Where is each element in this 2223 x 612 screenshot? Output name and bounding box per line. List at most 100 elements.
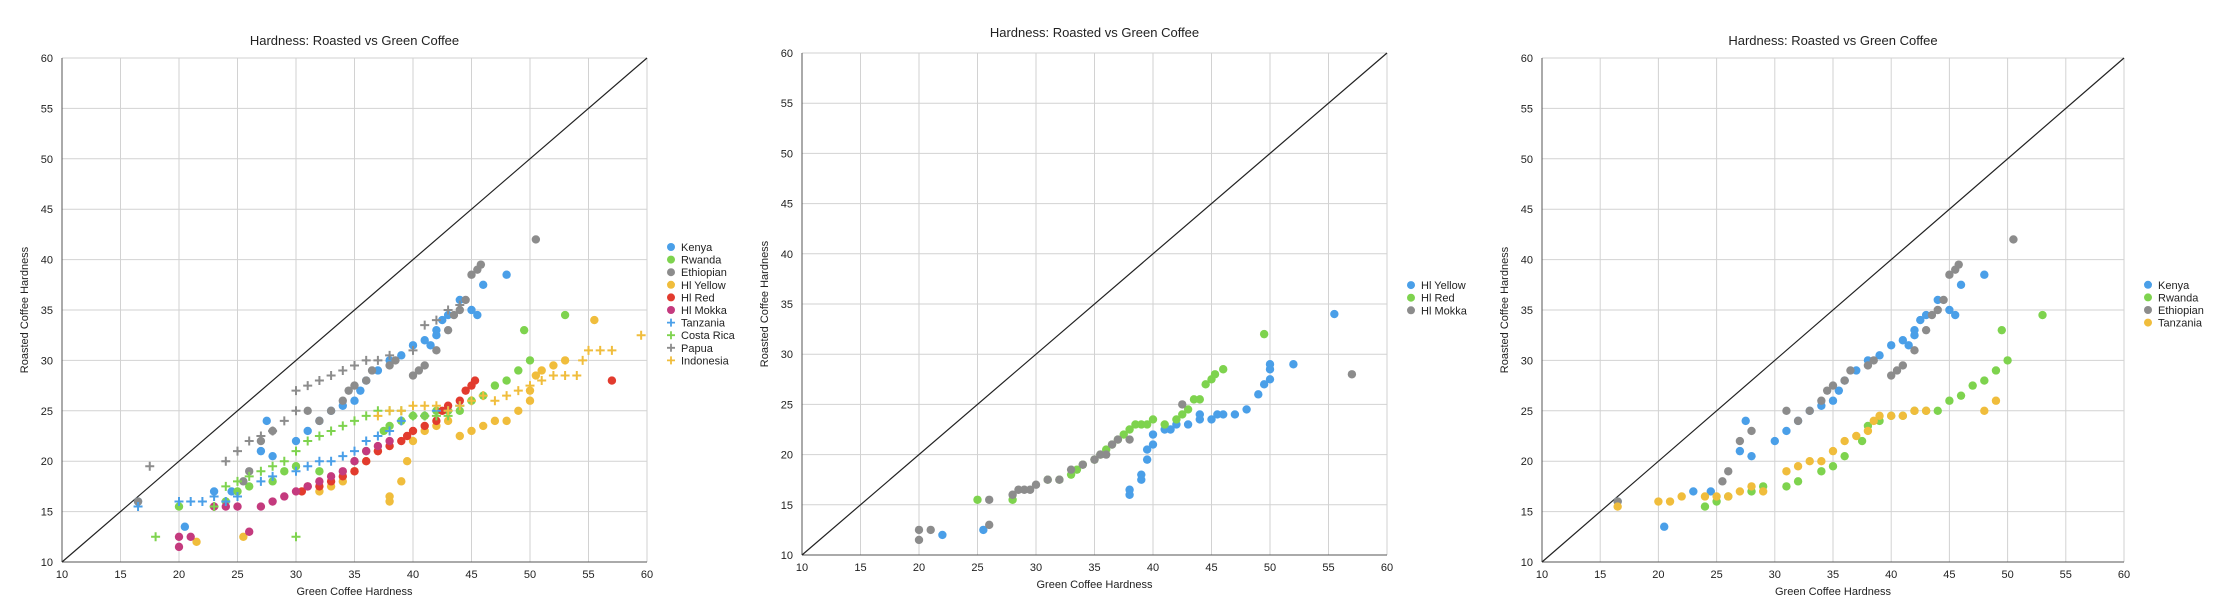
data-point	[362, 446, 371, 456]
y-tick-label: 40	[781, 249, 793, 261]
data-point	[432, 346, 441, 355]
data-point	[268, 461, 278, 471]
reference-line	[61, 57, 648, 563]
data-point	[1939, 295, 1948, 305]
data-point	[361, 436, 371, 446]
data-point	[467, 305, 476, 315]
data-point	[379, 426, 388, 436]
data-point	[1125, 485, 1134, 494]
data-point	[291, 436, 301, 446]
data-point	[256, 436, 266, 446]
y-tick-label: 10	[1521, 557, 1533, 569]
data-point	[133, 502, 143, 512]
x-tick-label: 60	[641, 569, 653, 581]
data-point	[1898, 411, 1908, 421]
x-tick-label: 35	[1088, 562, 1100, 574]
data-point	[490, 396, 500, 406]
data-point	[268, 477, 277, 486]
data-point	[1125, 435, 1134, 444]
data-point	[1951, 310, 1960, 320]
y-tick-label: 25	[781, 399, 793, 411]
x-tick-label: 25	[231, 569, 243, 581]
data-point	[1997, 325, 2006, 335]
legend-marker	[667, 318, 675, 327]
data-point	[1665, 497, 1675, 506]
data-point	[303, 381, 313, 391]
data-point	[350, 457, 359, 466]
y-tick-label: 10	[781, 550, 793, 562]
data-point	[1887, 341, 1896, 350]
x-tick-label: 30	[290, 569, 302, 581]
legend-marker	[2144, 293, 2152, 302]
data-point	[1025, 485, 1035, 494]
data-point	[303, 436, 313, 446]
data-point	[1195, 395, 1204, 404]
legend-marker	[667, 343, 675, 352]
data-point	[449, 310, 459, 320]
data-point	[590, 315, 599, 325]
data-point	[402, 457, 412, 466]
legend-label: Ethiopian	[681, 267, 727, 279]
data-point	[408, 411, 418, 421]
data-point	[1980, 376, 1989, 385]
x-tick-label: 25	[1710, 569, 1722, 581]
data-point	[431, 315, 441, 325]
legend-label: Hl Mokka	[681, 305, 728, 317]
data-point	[607, 376, 617, 385]
data-point	[350, 416, 359, 426]
data-point	[186, 497, 196, 507]
data-point	[1142, 420, 1152, 429]
data-point	[1265, 360, 1275, 369]
data-point	[1654, 497, 1663, 506]
data-point	[303, 461, 313, 471]
data-point	[1852, 431, 1861, 441]
data-point	[1956, 391, 1966, 400]
data-point	[490, 381, 500, 390]
data-point	[291, 462, 301, 471]
data-point	[443, 401, 453, 410]
data-point	[408, 436, 418, 446]
data-point	[391, 356, 400, 365]
data-point	[1945, 396, 1954, 405]
data-point	[537, 376, 547, 386]
data-point	[1330, 309, 1339, 319]
x-tick-label: 15	[1594, 569, 1606, 581]
data-point	[443, 416, 453, 426]
data-point	[1008, 490, 1017, 499]
data-point	[1869, 416, 1878, 426]
data-point	[221, 481, 231, 491]
data-point	[1195, 410, 1204, 419]
data-point	[397, 351, 406, 360]
data-point	[1700, 492, 1710, 501]
data-point	[408, 371, 418, 380]
data-point	[1898, 336, 1908, 345]
x-tick-label: 40	[1147, 562, 1159, 574]
data-point	[1160, 420, 1169, 429]
data-point	[1020, 485, 1029, 494]
data-point	[514, 366, 523, 375]
data-point	[443, 305, 453, 315]
legend-marker	[1407, 306, 1415, 315]
data-point	[1834, 386, 1844, 395]
data-point	[256, 446, 266, 456]
data-point	[461, 295, 470, 305]
data-point	[1828, 381, 1838, 390]
x-tick-label: 35	[348, 569, 360, 581]
data-point	[1817, 457, 1826, 466]
data-point	[1148, 430, 1158, 439]
data-point	[1096, 450, 1105, 459]
data-point	[279, 416, 289, 426]
data-point	[1869, 356, 1878, 365]
data-point	[432, 416, 441, 426]
data-point	[385, 406, 395, 416]
legend-marker	[667, 293, 675, 302]
data-point	[1172, 415, 1181, 424]
legend-label: Kenya	[681, 242, 713, 254]
data-point	[578, 355, 588, 365]
x-tick-label: 55	[2060, 569, 2072, 581]
data-point	[362, 376, 371, 385]
data-point	[244, 471, 254, 481]
y-tick-label: 45	[41, 204, 53, 216]
data-point	[1142, 455, 1152, 464]
